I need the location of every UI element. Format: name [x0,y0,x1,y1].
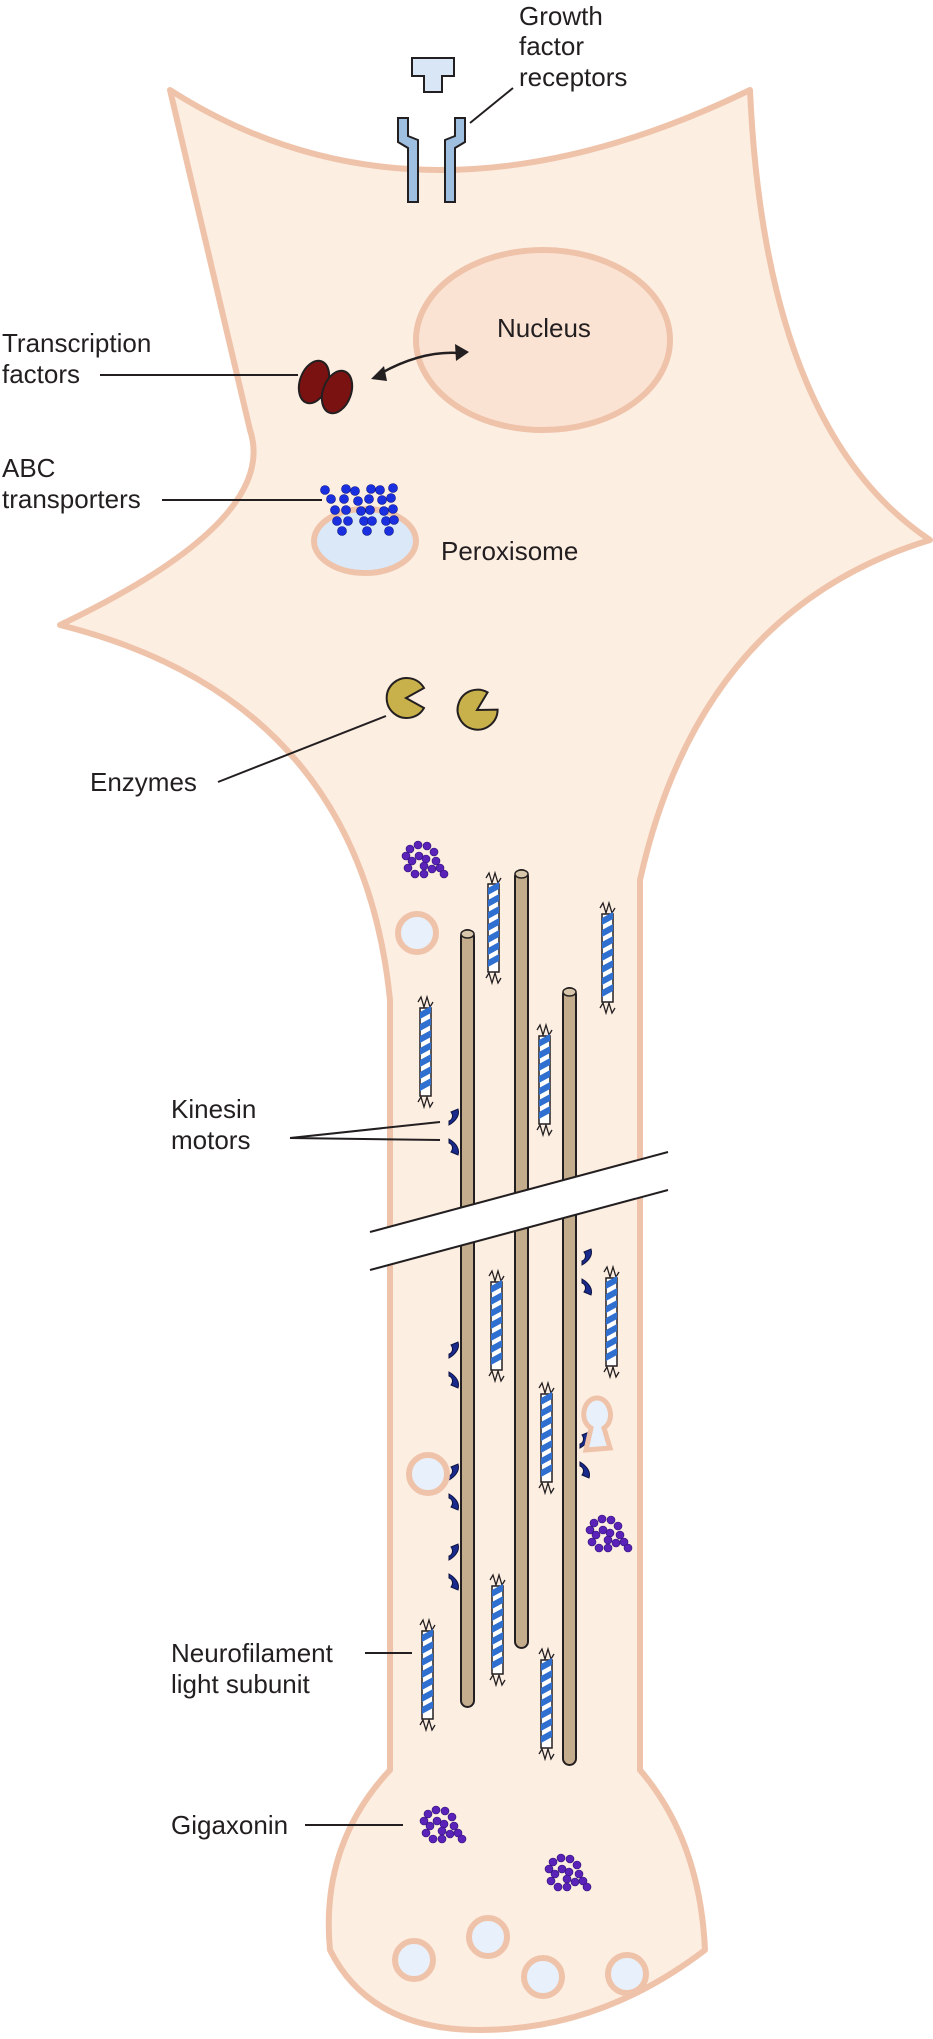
microtubule [460,929,475,1708]
abc-transporters-label: ABC transporters [2,453,141,514]
microtubule [562,987,577,1766]
neurofilament-light-subunit-label: Neurofilament light subunit [171,1638,340,1699]
nucleus-label: Nucleus [497,313,591,343]
nuclear-transport-arrow [371,344,469,381]
vesicle [395,914,646,1996]
transcription-factor-icon [297,359,354,415]
abc-transporter-icon [320,483,399,536]
peroxisome-label: Peroxisome [441,536,578,566]
gigaxonin-label: Gigaxonin [171,1810,288,1840]
nucleus [413,247,673,433]
growth-factor-ligand [411,57,455,93]
transcription-factors-label: Transcription factors [2,328,159,389]
axon-break [369,1151,669,1271]
microtubule [514,869,529,1649]
kinesin-motors-label: Kinesin motors [171,1094,264,1155]
growth-factor-receptor-icon [397,117,466,203]
enzymes-label: Enzymes [90,767,197,797]
growth-factor-receptors-label: Growth factor receptors [519,1,627,92]
cell-membrane [57,87,933,2033]
